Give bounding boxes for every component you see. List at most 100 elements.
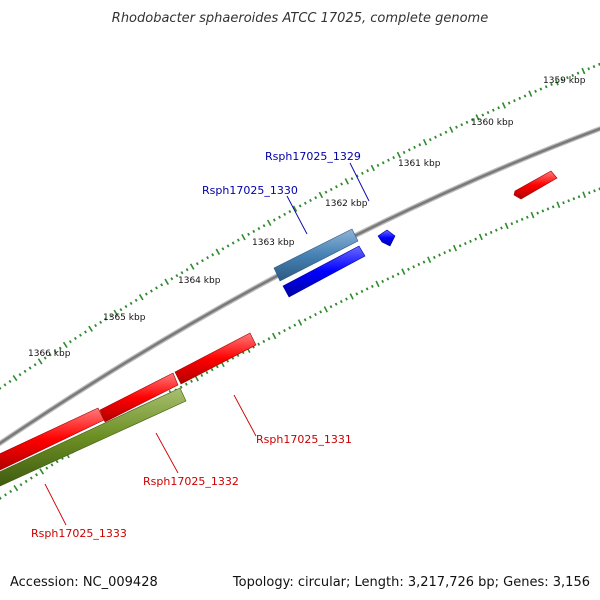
outer-scale-tick [292, 205, 298, 212]
inner-scale-tick [458, 244, 462, 248]
inner-scale-tick [365, 287, 369, 291]
outer-scale-tick [361, 171, 364, 175]
scale-label-1361: 1361 kbp [398, 159, 441, 169]
outer-scale-tick [23, 369, 27, 373]
outer-scale-tick [278, 215, 281, 219]
gene-rsph17025-1333[interactable] [0, 407, 105, 471]
inner-scale-tick [360, 289, 364, 293]
outer-scale-tick [539, 87, 543, 91]
outer-scale-tick [523, 94, 527, 98]
inner-scale-tick [24, 479, 28, 483]
scale-label-1363: 1363 kbp [252, 238, 295, 248]
inner-scale-tick [179, 385, 183, 389]
outer-scale-tick [94, 323, 98, 328]
outer-scale-tick [534, 89, 537, 93]
outer-scale-tick [507, 101, 511, 105]
outer-scale-tick [262, 224, 266, 228]
accession-text: Accession: NC_009428 [10, 575, 158, 590]
outer-scale-tick [138, 294, 144, 301]
inner-scale-tick [469, 239, 472, 243]
outer-scale-tick [422, 138, 428, 146]
gene-label-rsph17025-1331[interactable]: Rsph17025_1331 [256, 433, 352, 446]
outer-scale-tick [318, 191, 324, 199]
inner-scale-tick [190, 379, 193, 383]
outer-scale-tick [303, 201, 307, 205]
inner-scale-tick [541, 209, 545, 213]
inner-scale-tick [530, 211, 535, 219]
inner-scale-tick [267, 337, 271, 341]
outer-scale-tick [355, 174, 359, 178]
inner-scale-tick [288, 326, 292, 330]
outer-scale-tick [88, 325, 93, 332]
outer-scale-tick [288, 209, 292, 214]
inner-scale-tick [463, 242, 467, 246]
outer-scale-tick [215, 248, 221, 255]
inner-scale-tick [314, 312, 317, 317]
inner-scale-tick [484, 233, 488, 237]
inner-scale-tick [381, 279, 385, 283]
inner-scale-tick [271, 332, 277, 340]
inner-scale-tick [417, 262, 421, 267]
gene-forward-right[interactable] [513, 170, 558, 200]
outer-scale-tick [185, 268, 189, 272]
inner-scale-tick [205, 370, 209, 375]
outer-scale-tick [189, 263, 195, 270]
outer-scale-tick [3, 383, 7, 387]
scale-label-1362: 1362 kbp [325, 199, 368, 209]
outer-scale-tick [149, 289, 153, 293]
inner-scale-tick [210, 368, 214, 372]
gene-reverse-blue[interactable] [282, 245, 366, 298]
outer-scale-tick [84, 330, 87, 334]
gene-rsph17025-1332[interactable] [0, 387, 187, 487]
outer-scale-tick [68, 340, 72, 344]
gene-rsph17025-1330[interactable] [273, 228, 359, 282]
inner-scale-tick [401, 268, 406, 275]
outer-scale-tick [113, 309, 119, 316]
outer-scale-tick [587, 67, 591, 71]
outer-scale-tick [236, 238, 240, 242]
outer-scale-tick [413, 145, 416, 149]
outer-scale-tick [428, 138, 432, 142]
outer-scale-tick [221, 247, 225, 251]
inner-scale-tick [200, 373, 204, 377]
outer-scale-tick [298, 204, 302, 208]
outer-scale-tick [78, 333, 82, 337]
outer-scale-tick [381, 161, 385, 165]
gene-label-rsph17025-1329[interactable]: Rsph17025_1329 [265, 150, 361, 163]
outer-scale-tick [491, 108, 495, 112]
outer-scale-tick [33, 363, 37, 367]
scale-label-1360: 1360 kbp [471, 118, 514, 128]
inner-scale-tick [345, 297, 348, 301]
gene-rsph17025-1329[interactable] [377, 229, 396, 247]
inner-scale-tick [323, 306, 328, 313]
outer-scale-tick [465, 120, 469, 124]
outer-scale-tick [407, 148, 411, 152]
inner-scale-tick [510, 222, 514, 226]
outer-scale-tick [344, 178, 349, 185]
inner-scale-tick [422, 260, 426, 264]
inner-scale-tick [412, 265, 416, 269]
inner-scale-tick [184, 382, 188, 386]
inner-scale-tick [35, 473, 38, 477]
gene-label-rsph17025-1333[interactable]: Rsph17025_1333 [31, 527, 127, 540]
inner-scale-tick [4, 493, 7, 497]
outer-scale-tick [566, 76, 569, 80]
outer-scale-tick [434, 135, 437, 139]
inner-scale-tick [562, 201, 565, 205]
outer-scale-tick [581, 67, 586, 75]
outer-scale-tick [272, 218, 276, 222]
inner-scale-tick [526, 215, 529, 219]
inner-scale-tick [494, 228, 498, 232]
gene-label-rsph17025-1330[interactable]: Rsph17025_1330 [202, 184, 298, 197]
scale-label-1366: 1366 kbp [28, 349, 71, 359]
outer-scale-tick [418, 143, 422, 147]
inner-scale-tick [474, 237, 478, 241]
gene-label-rsph17025-1332[interactable]: Rsph17025_1332 [143, 475, 239, 488]
outer-scale-tick [109, 314, 113, 318]
gene-rsph17025-1331[interactable] [174, 332, 257, 385]
outer-scale-tick [329, 187, 333, 192]
outer-scale-tick [241, 234, 246, 241]
outer-scale-tick [144, 292, 148, 296]
outer-scale-tick [257, 226, 261, 231]
outer-scale-tick [439, 133, 443, 137]
